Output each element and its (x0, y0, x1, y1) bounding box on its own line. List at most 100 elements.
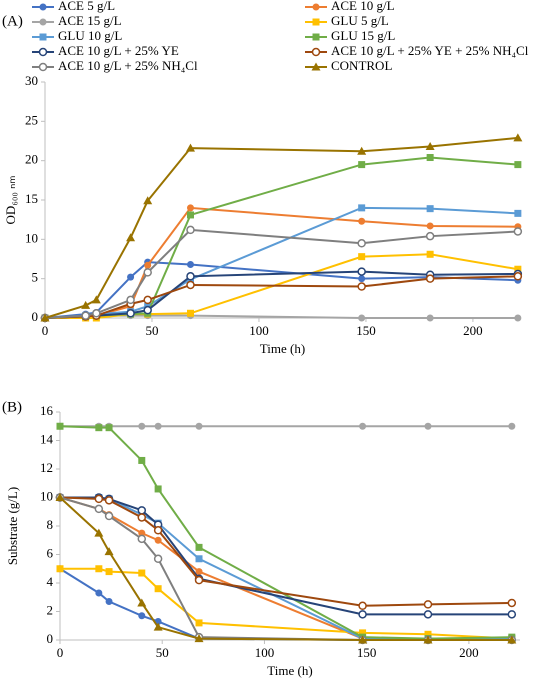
legend-label: ACE 10 g/L + 25% YE (58, 43, 179, 58)
y-tick-label: 20 (25, 152, 38, 167)
marker (105, 598, 113, 606)
marker (105, 424, 113, 432)
legend-label: ACE 15 g/L (58, 13, 122, 28)
marker (185, 143, 195, 152)
y-tick-label: 14 (40, 431, 54, 446)
marker (91, 295, 101, 304)
marker (95, 424, 103, 432)
legend-label: ACE 10 g/L + 25% NH₄Cl (58, 58, 198, 73)
marker (358, 635, 368, 644)
marker (423, 610, 433, 619)
y-tick-label: 16 (40, 403, 54, 418)
legend-marker (311, 62, 321, 71)
marker (153, 554, 163, 564)
marker (56, 422, 64, 430)
marker (426, 314, 434, 322)
marker (514, 314, 522, 322)
legend-marker (312, 18, 320, 26)
marker (186, 211, 194, 219)
y-tick-label: 5 (32, 270, 39, 285)
x-axis-label: Time (h) (260, 341, 305, 356)
x-tick-label: 200 (459, 645, 479, 660)
marker (513, 272, 523, 281)
legend-label: ACE 5 g/L (58, 0, 115, 13)
marker (137, 506, 147, 515)
marker (357, 282, 366, 291)
marker (137, 534, 147, 544)
legend-label: CONTROL (331, 58, 392, 73)
marker (358, 275, 366, 283)
x-tick-label: 50 (156, 645, 169, 660)
marker (357, 239, 366, 248)
y-tick-label: 10 (40, 488, 53, 503)
x-tick-label: 150 (357, 645, 377, 660)
x-tick-label: 0 (42, 323, 49, 338)
marker (194, 634, 204, 643)
marker (154, 485, 162, 493)
legend-label: GLU 10 g/L (58, 28, 122, 43)
marker (138, 422, 146, 430)
marker (138, 529, 146, 537)
marker (186, 280, 195, 290)
marker (126, 233, 136, 242)
marker (507, 610, 517, 619)
y-tick-label: 0 (47, 631, 54, 646)
series-line (59, 496, 512, 641)
y-axis-label: Substrate (g/L) (5, 487, 20, 565)
marker (426, 250, 434, 258)
marker (186, 225, 195, 235)
marker (507, 598, 517, 608)
marker (357, 146, 367, 155)
legend-label: GLU 15 g/L (331, 28, 395, 43)
x-tick-label: 50 (145, 323, 158, 338)
marker (56, 565, 64, 573)
marker (513, 133, 523, 142)
legend-marker (311, 47, 321, 57)
marker (94, 528, 104, 537)
legend-marker (39, 3, 47, 11)
marker (143, 268, 152, 277)
y-tick-label: 6 (47, 545, 54, 560)
legend-marker (312, 3, 320, 11)
marker (144, 261, 152, 269)
marker (514, 265, 522, 273)
marker (154, 422, 162, 430)
x-tick-label: 150 (356, 323, 376, 338)
marker (143, 196, 153, 205)
marker (514, 161, 522, 169)
marker (424, 422, 432, 430)
legend-label: ACE 10 g/L (331, 0, 395, 13)
panel-title: (A) (2, 13, 23, 29)
marker (104, 547, 114, 556)
marker (358, 314, 366, 322)
marker (194, 575, 204, 585)
marker (426, 154, 434, 162)
marker (186, 272, 195, 281)
marker (358, 204, 366, 212)
legend-label: ACE 10 g/L + 25% YE + 25% NH₄Cl (331, 43, 529, 58)
y-tick-label: 2 (47, 602, 54, 617)
marker (126, 295, 135, 305)
series-line (60, 496, 512, 640)
legend-marker (312, 33, 320, 41)
marker (153, 526, 163, 535)
marker (359, 422, 367, 430)
marker (195, 543, 203, 551)
y-tick-label: 12 (40, 460, 53, 475)
marker (513, 227, 523, 236)
marker (426, 205, 434, 213)
marker (424, 630, 432, 638)
marker (105, 568, 113, 576)
marker (95, 565, 103, 573)
x-tick-label: 100 (249, 323, 269, 338)
marker (55, 493, 65, 501)
legend-marker (38, 62, 48, 72)
x-tick-label: 0 (57, 645, 64, 660)
y-tick-label: 8 (47, 517, 54, 532)
marker (423, 600, 433, 609)
marker (94, 504, 104, 514)
marker (126, 309, 135, 318)
y-axis-label: OD₆₀₀ ₙₘ (3, 176, 18, 225)
marker (104, 511, 114, 521)
